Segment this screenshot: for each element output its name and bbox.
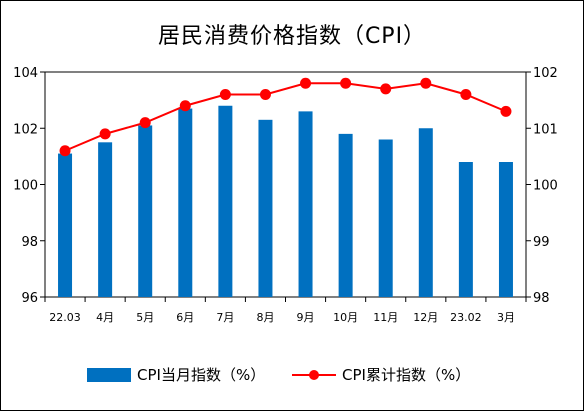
line-point (420, 77, 432, 89)
legend-label-line: CPI累计指数（%） (342, 366, 471, 384)
line-point (500, 105, 512, 117)
legend: CPI当月指数（%） CPI累计指数（%） (0, 364, 584, 388)
x-tick-label: 22.03 (49, 311, 81, 324)
line-point (300, 77, 312, 89)
bar (218, 105, 233, 297)
y-right-tick-label: 100 (533, 179, 558, 194)
chart-axes (40, 71, 531, 302)
bar (338, 133, 353, 297)
x-tick-label: 9月 (297, 311, 315, 324)
x-tick-label: 7月 (216, 311, 234, 324)
x-tick-label: 6月 (176, 311, 194, 324)
line-point (259, 89, 271, 100)
bar (178, 108, 193, 297)
x-tick-label: 11月 (373, 311, 398, 324)
x-tick-label: 10月 (333, 311, 358, 324)
legend-item-bar: CPI当月指数（%） (87, 364, 265, 385)
y-left-tick-label: 96 (21, 291, 38, 306)
y-left-tick-label: 100 (13, 179, 38, 194)
x-tick-label: 3月 (497, 311, 515, 324)
y-left-tick-label: 102 (13, 122, 38, 137)
y-right-tick-label: 99 (533, 235, 550, 250)
line-point (179, 100, 191, 112)
line-point (380, 83, 392, 95)
x-tick-label: 4月 (96, 311, 114, 324)
line-point (340, 77, 352, 89)
bar (98, 142, 113, 297)
x-tick-label: 12月 (413, 311, 438, 324)
y-right-tick-label: 102 (533, 66, 558, 81)
line-point (59, 145, 71, 157)
bar (258, 119, 273, 297)
line-path (64, 82, 507, 152)
y-right-tick-label: 98 (533, 291, 550, 306)
legend-label-bar: CPI当月指数（%） (137, 366, 266, 384)
bar (458, 162, 473, 297)
plot-border (44, 71, 527, 298)
legend-bar-swatch (87, 367, 131, 382)
line-point (219, 89, 231, 100)
x-tick-label: 5月 (136, 311, 154, 324)
bar (418, 128, 433, 297)
y-left-tick-label: 98 (21, 235, 38, 250)
y-right-tick-label: 101 (533, 122, 558, 137)
x-tick-label: 8月 (256, 311, 274, 324)
legend-line-swatch (292, 368, 336, 382)
line-series (59, 77, 512, 157)
x-tick-label: 23.02 (450, 311, 482, 324)
line-point (139, 117, 151, 129)
line-point (99, 128, 111, 140)
line-point (460, 89, 472, 100)
tick-labels: 96 98 100 102 104 98 99 100 101 102 22.03 4月 5月 6月 7月 8… (13, 66, 558, 324)
legend-item-line: CPI累计指数（%） (292, 364, 470, 385)
bar (378, 139, 393, 297)
bar (58, 153, 73, 297)
bar (498, 162, 513, 297)
bar (138, 125, 153, 297)
bar-series (58, 105, 513, 297)
chart-title: 居民消费价格指数（CPI） (157, 24, 427, 49)
y-left-tick-label: 104 (13, 66, 38, 81)
bar (298, 111, 313, 297)
